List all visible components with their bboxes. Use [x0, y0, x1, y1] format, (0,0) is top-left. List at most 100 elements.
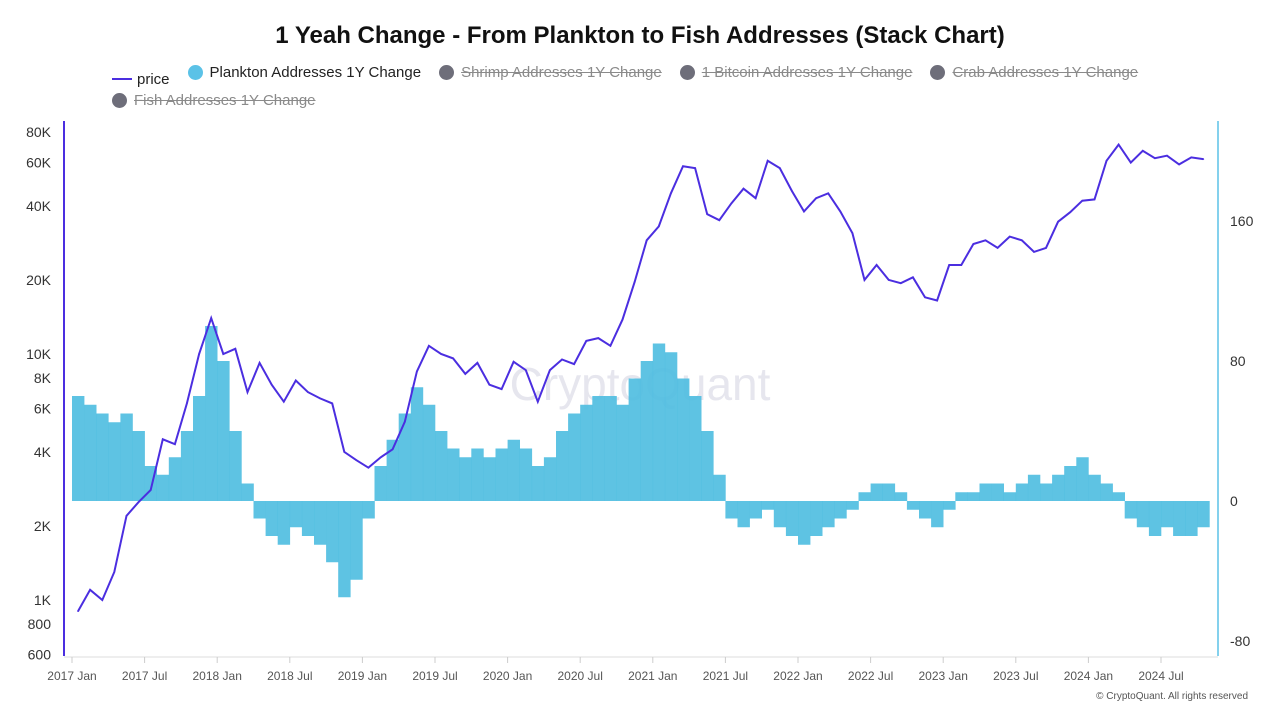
- price-point: [730, 202, 733, 205]
- legend-item-4[interactable]: Crab Addresses 1Y Change: [930, 62, 1138, 83]
- plankton-bar: [543, 457, 557, 501]
- plankton-bar: [1064, 466, 1077, 501]
- right-tick-label: 80: [1230, 353, 1246, 369]
- legend-item-2[interactable]: Shrimp Addresses 1Y Change: [439, 62, 662, 83]
- plankton-bar: [979, 483, 992, 501]
- left-tick-label: 1K: [34, 592, 52, 608]
- price-point: [658, 225, 660, 228]
- legend-item-0[interactable]: price: [112, 69, 170, 90]
- price-point: [682, 165, 684, 167]
- price-point: [585, 340, 588, 342]
- price-point: [827, 192, 830, 195]
- price-point: [1202, 158, 1205, 160]
- plankton-bar: [822, 501, 835, 528]
- price-point: [295, 379, 297, 382]
- price-point: [319, 397, 321, 400]
- plankton-bar: [314, 501, 327, 545]
- price-point: [996, 247, 999, 249]
- legend-label: Shrimp Addresses 1Y Change: [461, 64, 662, 81]
- price-point: [246, 391, 249, 393]
- plankton-bar: [1040, 483, 1053, 501]
- price-point: [440, 353, 442, 355]
- left-tick-label: 800: [28, 616, 52, 632]
- price-point: [718, 219, 721, 221]
- price-point: [1129, 161, 1132, 164]
- price-point: [500, 388, 503, 390]
- plankton-bar: [1112, 492, 1125, 501]
- plankton-bar: [834, 501, 847, 519]
- price-point: [234, 347, 237, 350]
- price-point: [875, 264, 878, 266]
- price-point: [488, 383, 491, 386]
- plankton-bar: [1148, 501, 1162, 536]
- price-point: [1093, 198, 1096, 201]
- plankton-bar: [616, 404, 629, 501]
- price-point: [670, 192, 672, 195]
- price-point: [645, 239, 648, 242]
- x-tick-label: 2020 Jul: [558, 669, 603, 683]
- plankton-bar: [386, 439, 399, 501]
- plankton-bar: [955, 492, 968, 501]
- left-tick-label: 2K: [34, 518, 52, 534]
- price-point: [984, 239, 987, 242]
- price-point: [1178, 163, 1180, 166]
- plankton-bar: [180, 431, 194, 501]
- plankton-bar: [120, 413, 133, 501]
- price-point: [887, 279, 890, 281]
- right-tick-label: 160: [1230, 213, 1254, 229]
- legend-item-1[interactable]: Plankton Addresses 1Y Change: [187, 62, 421, 83]
- price-point: [1190, 156, 1193, 159]
- plankton-bar: [459, 457, 472, 501]
- price-point: [573, 363, 575, 365]
- legend-item-3[interactable]: 1 Bitcoin Addresses 1Y Change: [679, 62, 912, 83]
- plankton-bar: [205, 326, 218, 501]
- legend-label: price: [137, 70, 170, 88]
- price-point: [270, 383, 273, 386]
- plankton-bar: [652, 343, 666, 501]
- price-point: [161, 438, 164, 441]
- x-tick-label: 2019 Jul: [412, 669, 457, 683]
- plankton-bar: [870, 483, 883, 501]
- legend-item-5[interactable]: Fish Addresses 1Y Change: [112, 90, 316, 111]
- plankton-bar: [96, 413, 109, 501]
- plankton-bar: [798, 501, 811, 545]
- price-point: [186, 402, 188, 405]
- plankton-bar: [773, 501, 787, 528]
- plankton-bar: [362, 501, 375, 519]
- plankton-bar: [84, 404, 97, 501]
- price-point: [633, 281, 636, 283]
- left-tick-label: 4K: [34, 444, 52, 460]
- x-tick-label: 2018 Jan: [193, 669, 242, 683]
- plankton-bar: [1124, 501, 1138, 519]
- price-point: [839, 210, 842, 213]
- plankton-bar: [435, 431, 448, 501]
- plankton-bar: [495, 448, 508, 501]
- plankton-bar: [72, 396, 85, 501]
- price-line: [77, 142, 1204, 612]
- price-point: [428, 344, 430, 347]
- price-point: [948, 264, 951, 266]
- price-point: [282, 400, 285, 403]
- price-point: [694, 167, 696, 169]
- price-point: [331, 402, 333, 405]
- left-tick-label: 600: [28, 647, 52, 663]
- plankton-bar: [301, 501, 315, 536]
- price-point: [609, 344, 612, 347]
- price-point: [815, 197, 817, 199]
- plankton-bar: [568, 413, 581, 501]
- line-marker-icon: [112, 78, 132, 80]
- plankton-bar: [422, 404, 436, 501]
- price-point: [1021, 239, 1023, 242]
- plankton-bar: [882, 483, 896, 501]
- dot-marker-icon: [187, 65, 203, 80]
- plankton-bar: [1015, 483, 1029, 501]
- price-point: [972, 243, 975, 245]
- plankton-bar: [326, 501, 339, 563]
- price-point: [1154, 157, 1156, 160]
- plankton-bar: [374, 466, 387, 501]
- plankton-bar: [350, 501, 363, 580]
- plankton-bar: [471, 448, 484, 501]
- copyright-footer: © CryptoQuant. All rights reserved: [1096, 691, 1248, 702]
- price-point: [1117, 143, 1120, 146]
